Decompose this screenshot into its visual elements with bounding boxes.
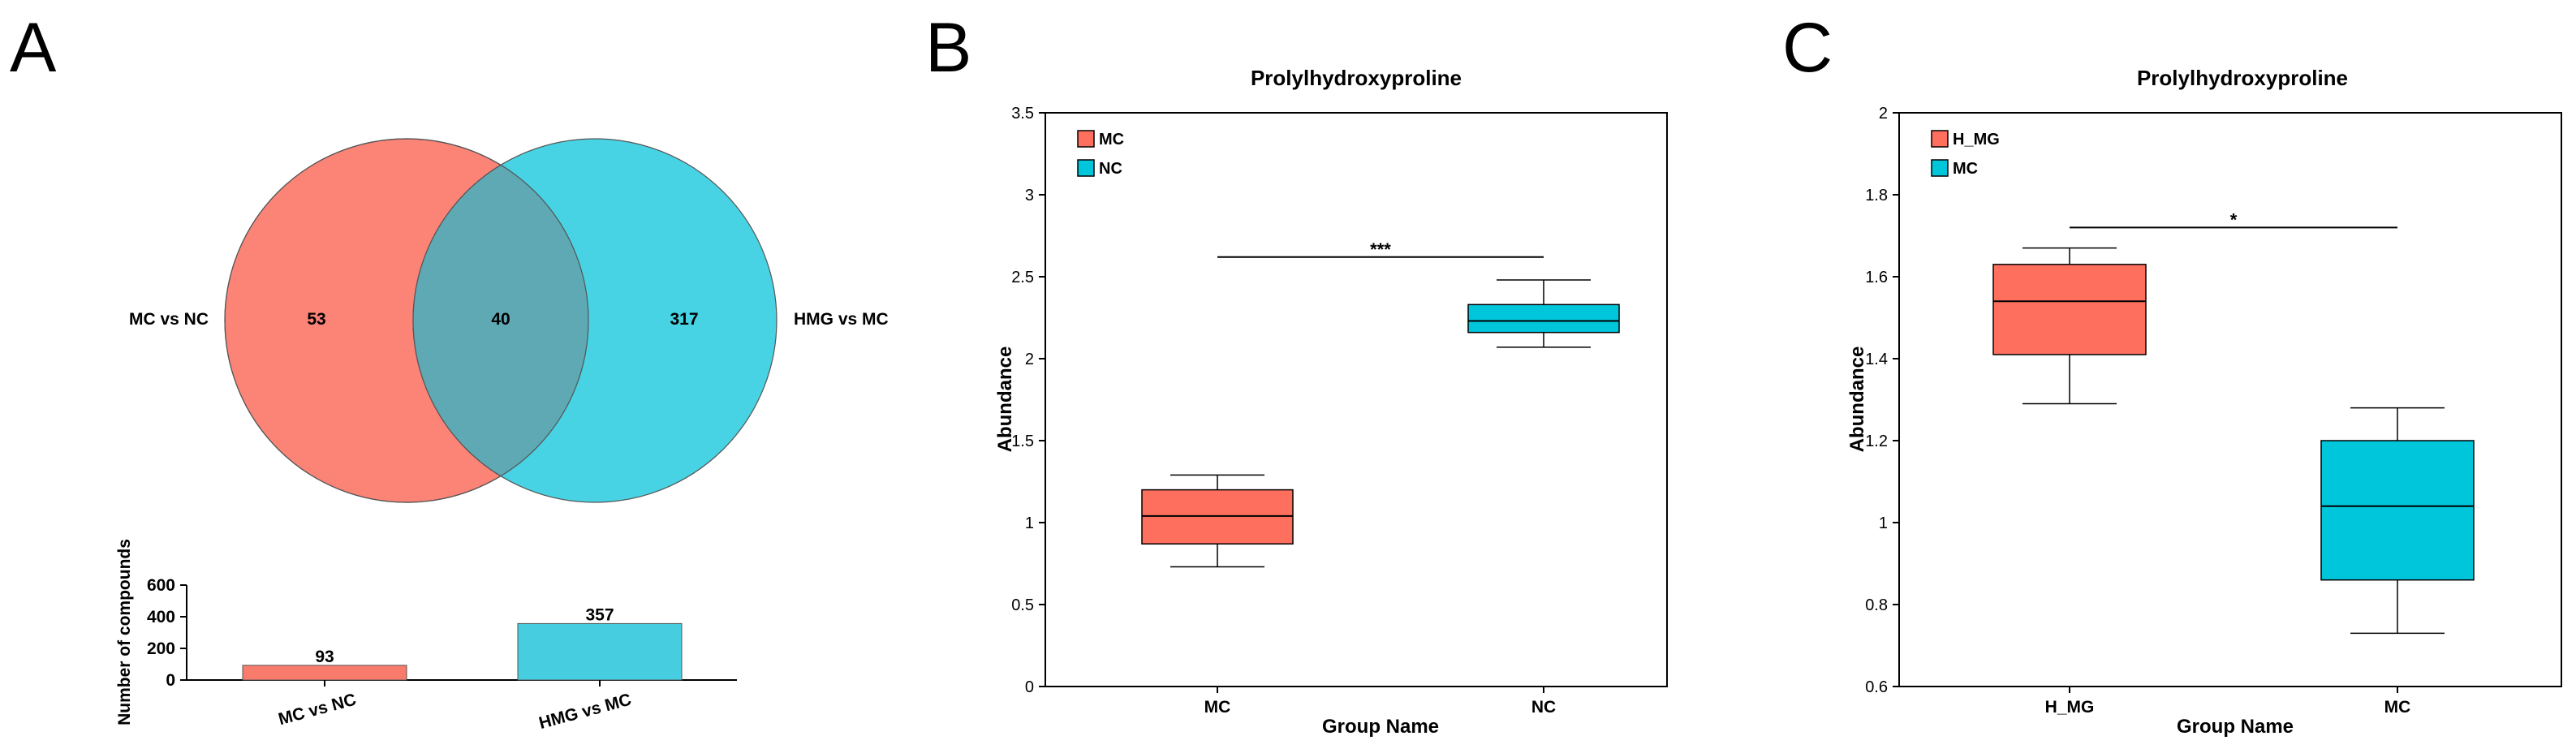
y-tick-label: 0 bbox=[1025, 678, 1034, 696]
venn-count-right-only: 317 bbox=[670, 310, 698, 329]
venn-set-label-right: HMG vs MC bbox=[794, 310, 889, 329]
x-axis-label-c: Group Name bbox=[2177, 716, 2294, 738]
y-tick-label: 0.5 bbox=[1011, 596, 1034, 614]
y-tick-label: 1 bbox=[1879, 514, 1888, 532]
x-tick-label: NC bbox=[1531, 698, 1556, 717]
y-tick-label: 1 bbox=[1025, 514, 1034, 532]
panel-letter-a: A bbox=[10, 9, 57, 87]
bar-y-tick-label: 400 bbox=[147, 608, 175, 626]
venn-left-outline bbox=[224, 138, 589, 503]
y-tick-label: 2.5 bbox=[1011, 269, 1034, 286]
legend-label: MC bbox=[1099, 131, 1124, 149]
y-tick-label: 1.5 bbox=[1011, 433, 1034, 450]
y-tick-label: 1.8 bbox=[1865, 187, 1888, 204]
bar bbox=[242, 665, 407, 681]
boxplot-b: Prolylhydroxyproline Group Name Abundanc… bbox=[994, 66, 1668, 738]
y-tick-label: 1.6 bbox=[1865, 269, 1888, 286]
box bbox=[1467, 303, 1620, 334]
legend-swatch bbox=[1931, 130, 1949, 148]
y-tick-label: 2 bbox=[1025, 351, 1034, 368]
bar bbox=[517, 622, 683, 681]
y-tick-label: 1.4 bbox=[1865, 351, 1888, 368]
venn-count-left-only: 53 bbox=[307, 310, 325, 329]
legend-label: MC bbox=[1953, 160, 1978, 178]
bar-x-tick-label: HMG vs MC bbox=[537, 691, 634, 733]
boxplot-c: Prolylhydroxyproline Group Name Abundanc… bbox=[1846, 66, 2562, 738]
panel-letter-c: C bbox=[1782, 9, 1833, 87]
y-axis-label-b: Abundance bbox=[994, 347, 1016, 453]
x-tick-label: MC bbox=[1204, 698, 1231, 717]
venn-set-label-left: MC vs NC bbox=[129, 310, 209, 329]
x-tick-label: MC bbox=[2384, 698, 2411, 717]
y-tick-label: 2 bbox=[1879, 105, 1888, 123]
y-tick-label: 1.2 bbox=[1865, 433, 1888, 450]
significance-label: *** bbox=[1370, 239, 1391, 260]
bar-chart: Number of compounds 0 200 400 600 93 MC vs NC… bbox=[115, 539, 737, 733]
y-tick-label: 3.5 bbox=[1011, 105, 1034, 123]
venn-count-intersection: 40 bbox=[491, 310, 510, 329]
y-tick-label: 0.8 bbox=[1865, 596, 1888, 614]
bar-y-tick-label: 600 bbox=[147, 576, 175, 595]
chart-title-b: Prolylhydroxyproline bbox=[1251, 66, 1462, 90]
chart-title-c: Prolylhydroxyproline bbox=[2137, 66, 2348, 90]
legend-label: NC bbox=[1099, 160, 1122, 178]
bar-x-tick-label: MC vs NC bbox=[277, 691, 359, 730]
box bbox=[2320, 440, 2475, 581]
bar-value-label: 93 bbox=[315, 648, 334, 666]
bar-y-axis-label: Number of compounds bbox=[115, 539, 134, 725]
legend-swatch bbox=[1077, 130, 1095, 148]
x-tick-label: H_MG bbox=[2045, 698, 2095, 717]
legend-swatch bbox=[1931, 159, 1949, 177]
venn-intersection bbox=[412, 139, 588, 502]
box bbox=[1992, 264, 2147, 355]
y-tick-label: 3 bbox=[1025, 187, 1034, 204]
y-axis-label-c: Abundance bbox=[1846, 347, 1868, 453]
venn-diagram: MC vs NC HMG vs MC 53 40 317 bbox=[129, 138, 889, 503]
panel-letter-b: B bbox=[925, 9, 971, 87]
box bbox=[1141, 489, 1294, 545]
bar-y-tick-label: 0 bbox=[166, 671, 175, 690]
plot-frame-c bbox=[1898, 112, 2562, 687]
bar-y-tick-label: 200 bbox=[147, 639, 175, 658]
bar-value-label: 357 bbox=[585, 605, 614, 624]
plot-frame-b bbox=[1045, 112, 1668, 687]
legend-label: H_MG bbox=[1953, 131, 2000, 149]
y-tick-label: 0.6 bbox=[1865, 678, 1888, 696]
legend-swatch bbox=[1077, 159, 1095, 177]
significance-label: * bbox=[2230, 209, 2238, 230]
x-axis-label-b: Group Name bbox=[1322, 716, 1439, 738]
